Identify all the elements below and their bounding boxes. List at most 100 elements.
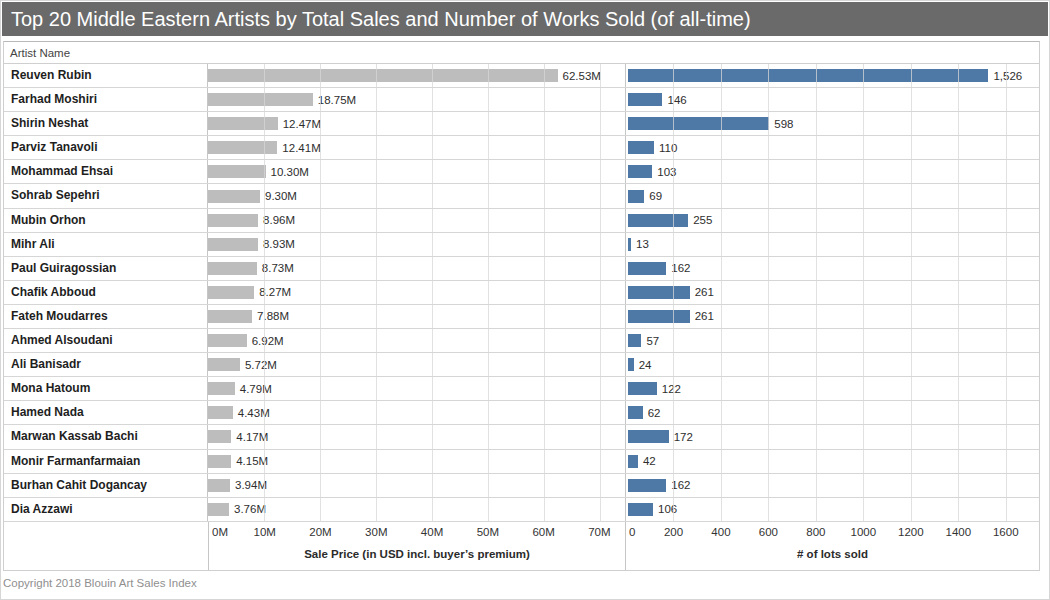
lots-chart-cell: 598 xyxy=(626,112,1039,135)
lots-chart-cell: 162 xyxy=(626,257,1039,280)
bar-value-label: 5.72M xyxy=(245,359,277,371)
bar-value-label: 4.15M xyxy=(236,455,268,467)
bar-value-label: 122 xyxy=(662,383,681,395)
bar-value-label: 4.17M xyxy=(236,431,268,443)
bar-value-label: 261 xyxy=(695,310,714,322)
lots-bar[interactable] xyxy=(628,430,669,443)
artist-name-label: Mubin Orhon xyxy=(4,209,208,232)
sales-chart-cell: 4.43M xyxy=(208,401,626,424)
sales-chart-cell: 62.53M xyxy=(208,64,626,87)
bar-value-label: 106 xyxy=(658,503,677,515)
lots-bar[interactable] xyxy=(628,93,662,106)
sales-bar[interactable] xyxy=(208,358,240,371)
sales-bar[interactable] xyxy=(208,503,229,516)
sales-bar[interactable] xyxy=(208,69,558,82)
bar-value-label: 3.94M xyxy=(235,479,267,491)
sales-chart-cell: 8.73M xyxy=(208,257,626,280)
axis-tick-label: 70M xyxy=(588,526,610,538)
bar-value-label: 12.41M xyxy=(282,142,320,154)
dashboard: Top 20 Middle Eastern Artists by Total S… xyxy=(0,0,1050,600)
artist-name-label: Mohammad Ehsai xyxy=(4,160,208,183)
sales-bar[interactable] xyxy=(208,165,266,178)
sales-chart-cell: 4.17M xyxy=(208,425,626,448)
axis-tick-label: 1400 xyxy=(946,526,972,538)
sales-chart-cell: 18.75M xyxy=(208,88,626,111)
sales-bar[interactable] xyxy=(208,430,231,443)
bar-value-label: 12.47M xyxy=(283,118,321,130)
table-row: Ahmed Alsoudani6.92M57 xyxy=(4,329,1039,353)
lots-bar[interactable] xyxy=(628,238,631,251)
table-row: Dia Azzawi3.76M106 xyxy=(4,498,1039,522)
sales-chart-cell: 4.79M xyxy=(208,377,626,400)
lots-bar[interactable] xyxy=(628,165,652,178)
lots-bar[interactable] xyxy=(628,310,690,323)
sales-bar[interactable] xyxy=(208,455,231,468)
axis-tick-label: 60M xyxy=(532,526,554,538)
lots-bar[interactable] xyxy=(628,358,634,371)
lots-chart-cell: 172 xyxy=(626,425,1039,448)
sales-bar[interactable] xyxy=(208,117,278,130)
table-row: Mubin Orhon8.96M255 xyxy=(4,209,1039,233)
lots-bar[interactable] xyxy=(628,190,644,203)
lots-chart-cell: 162 xyxy=(626,474,1039,497)
sales-chart-cell: 7.88M xyxy=(208,305,626,328)
axis-tick-label: 30M xyxy=(365,526,387,538)
lots-bar[interactable] xyxy=(628,262,666,275)
sales-bar[interactable] xyxy=(208,214,258,227)
bar-value-label: 8.27M xyxy=(259,286,291,298)
table-row: Sohrab Sepehri9.30M69 xyxy=(4,184,1039,208)
sales-chart-cell: 6.92M xyxy=(208,329,626,352)
lots-chart-cell: 106 xyxy=(626,498,1039,521)
sales-bar[interactable] xyxy=(208,286,254,299)
lots-bar[interactable] xyxy=(628,382,657,395)
lots-chart-cell: 57 xyxy=(626,329,1039,352)
lots-bar[interactable] xyxy=(628,141,654,154)
sales-bar[interactable] xyxy=(208,262,257,275)
bar-value-label: 42 xyxy=(643,455,656,467)
lots-bar[interactable] xyxy=(628,214,688,227)
lots-bar[interactable] xyxy=(628,479,666,492)
table-row: Hamed Nada4.43M62 xyxy=(4,401,1039,425)
sales-bar[interactable] xyxy=(208,406,233,419)
sales-bar[interactable] xyxy=(208,310,252,323)
bar-value-label: 103 xyxy=(657,166,676,178)
lots-bar[interactable] xyxy=(628,455,638,468)
axis-tick-label: 0M xyxy=(212,526,228,538)
lots-chart-cell: 62 xyxy=(626,401,1039,424)
bar-value-label: 8.93M xyxy=(263,238,295,250)
axis-tick-label: 200 xyxy=(664,526,683,538)
sales-bar[interactable] xyxy=(208,382,235,395)
sales-bar[interactable] xyxy=(208,479,230,492)
bar-value-label: 7.88M xyxy=(257,310,289,322)
bar-value-label: 6.92M xyxy=(252,335,284,347)
lots-chart-cell: 103 xyxy=(626,160,1039,183)
artist-name-label: Farhad Moshiri xyxy=(4,88,208,111)
copyright-text: Copyright 2018 Blouin Art Sales Index xyxy=(3,577,197,589)
artist-name-label: Hamed Nada xyxy=(4,401,208,424)
bar-value-label: 261 xyxy=(695,286,714,298)
sales-bar[interactable] xyxy=(208,141,277,154)
artist-name-label: Shirin Neshat xyxy=(4,112,208,135)
lots-chart-cell: 261 xyxy=(626,281,1039,304)
artist-name-label: Fateh Moudarres xyxy=(4,305,208,328)
sales-bar[interactable] xyxy=(208,93,313,106)
lots-axis-ticks: 02004006008001000120014001600 xyxy=(626,526,1039,541)
lots-bar[interactable] xyxy=(628,334,641,347)
lots-bar[interactable] xyxy=(628,406,643,419)
bar-value-label: 4.79M xyxy=(240,383,272,395)
lots-bar[interactable] xyxy=(628,286,690,299)
bar-value-label: 598 xyxy=(774,118,793,130)
axis-tick-label: 1000 xyxy=(851,526,877,538)
table-row: Mihr Ali8.93M13 xyxy=(4,233,1039,257)
table-row: Marwan Kassab Bachi4.17M172 xyxy=(4,425,1039,449)
lots-bar[interactable] xyxy=(628,503,653,516)
lots-bar[interactable] xyxy=(628,117,769,130)
axis-tick-label: 0 xyxy=(629,526,635,538)
lots-axis: 02004006008001000120014001600 # of lots … xyxy=(626,522,1039,570)
sales-bar[interactable] xyxy=(208,334,247,347)
sales-bar[interactable] xyxy=(208,190,260,203)
lots-bar[interactable] xyxy=(628,69,988,82)
sales-bar[interactable] xyxy=(208,238,258,251)
sales-chart-cell: 3.76M xyxy=(208,498,626,521)
table-row: Shirin Neshat 12.47M 598 xyxy=(4,112,1039,136)
